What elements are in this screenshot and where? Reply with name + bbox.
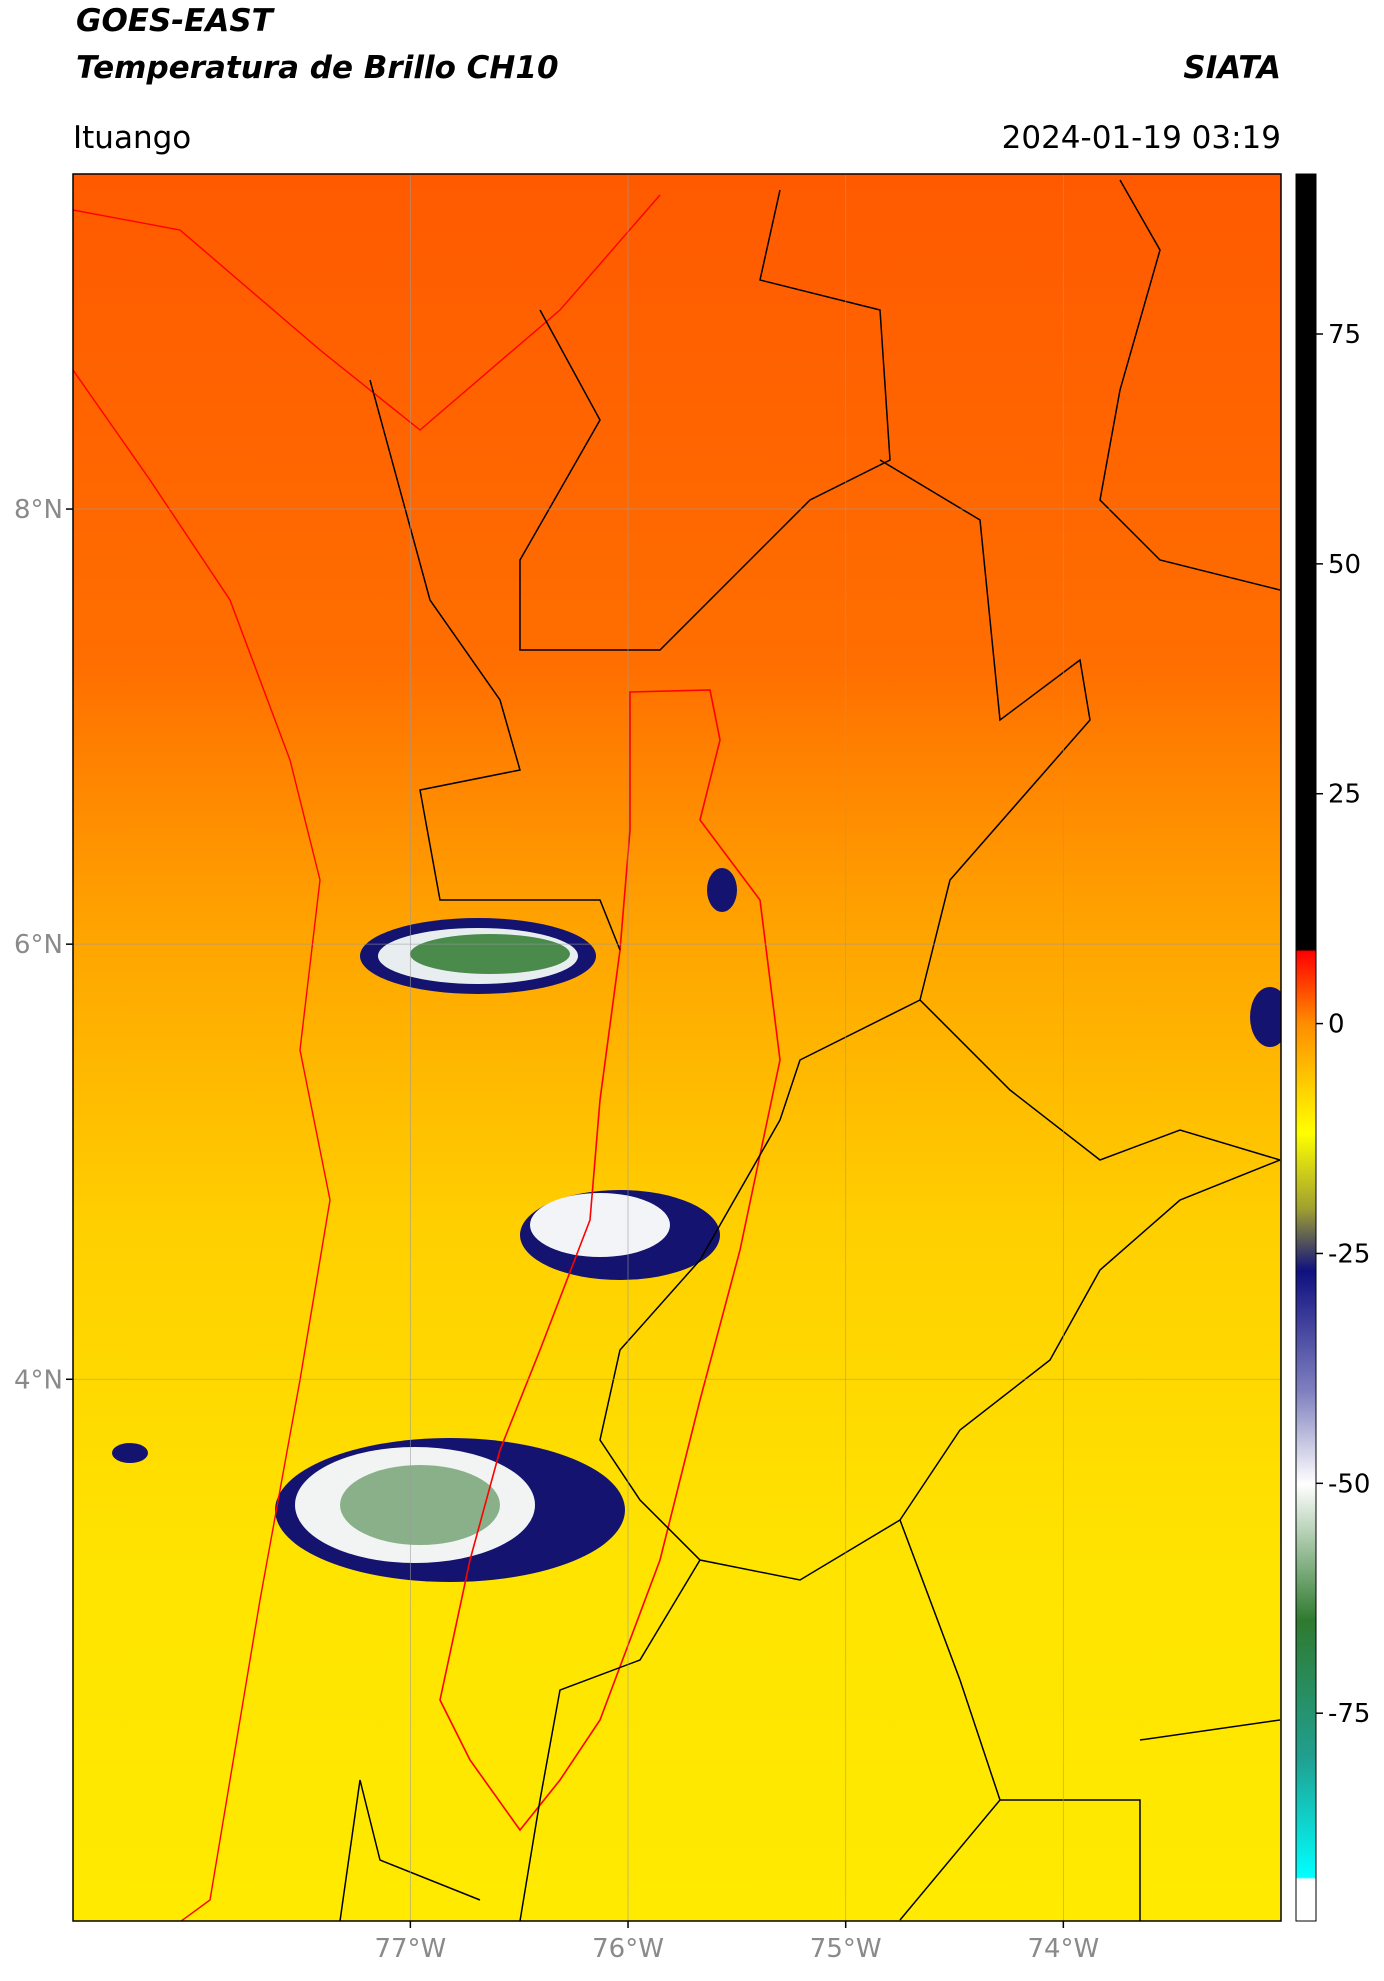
region: Ituango — [73, 120, 191, 156]
colorbar-tick-label: 75 — [1328, 320, 1361, 350]
colorbar-tick-label: 25 — [1328, 780, 1361, 810]
cloud — [360, 918, 596, 994]
lon-tick-label: 74°W — [1027, 1934, 1099, 1964]
colorbar-tick-label: -25 — [1328, 1239, 1370, 1269]
lat-tick-label: 4°N — [14, 1365, 63, 1395]
map-background — [73, 174, 1281, 1921]
colorbar — [1295, 173, 1317, 1922]
cloud — [112, 1443, 148, 1463]
title: GOES-EAST — [76, 3, 276, 39]
lon-tick-label: 76°W — [592, 1934, 664, 1964]
lon-tick-label: 75°W — [810, 1934, 882, 1964]
map-frame — [72, 173, 1282, 1922]
map-area — [73, 174, 1281, 1921]
cloud — [275, 1438, 625, 1582]
cloud — [520, 1190, 720, 1280]
colorbar-tick-label: -75 — [1328, 1699, 1370, 1729]
colorbar-tick-label: -50 — [1328, 1469, 1370, 1499]
cloud — [1250, 987, 1281, 1047]
lat-tick-label: 6°N — [14, 930, 63, 960]
timestamp: 2024-01-19 03:19 — [1002, 120, 1281, 156]
admin-borders — [339, 179, 1281, 1921]
credit: SIATA — [1183, 50, 1281, 86]
cloud — [707, 868, 737, 912]
graticule — [73, 174, 1281, 1921]
colorbar-tick-label: 50 — [1328, 550, 1361, 580]
lon-tick-label: 77°W — [374, 1934, 446, 1964]
coastline — [73, 194, 661, 1921]
subtitle: Temperatura de Brillo CH10 — [76, 50, 559, 86]
colorbar-tick-label: 0 — [1328, 1010, 1345, 1040]
basin-outline — [439, 689, 781, 1832]
lat-tick-label: 8°N — [14, 495, 63, 525]
